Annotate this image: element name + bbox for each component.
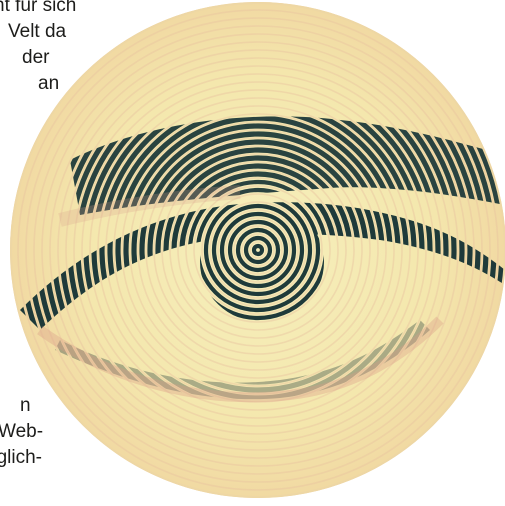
ink-ring bbox=[43, 35, 473, 465]
ink-ring bbox=[243, 235, 273, 265]
pale-ring bbox=[129, 121, 387, 379]
pale-ring bbox=[185, 177, 331, 323]
pale-ring bbox=[153, 145, 363, 355]
pale-ring bbox=[233, 225, 283, 275]
ink-ring bbox=[187, 179, 329, 321]
pale-ring bbox=[249, 241, 267, 259]
ink-ring bbox=[11, 3, 505, 497]
ink-ring bbox=[203, 195, 313, 305]
ink-ring bbox=[27, 19, 489, 481]
ink-ring bbox=[59, 51, 457, 449]
ink-ring bbox=[155, 147, 361, 353]
ink-ring bbox=[115, 107, 401, 393]
ink-ring bbox=[123, 115, 393, 385]
pale-ring bbox=[209, 201, 307, 299]
pale-ring bbox=[217, 209, 299, 291]
pale-ring bbox=[225, 217, 291, 283]
ink-ring bbox=[67, 59, 449, 441]
pale-ring bbox=[113, 105, 403, 395]
pale-ring bbox=[137, 129, 379, 371]
pale-ring bbox=[121, 113, 395, 387]
text-line-top-3: der bbox=[22, 47, 50, 68]
ink-ring bbox=[251, 243, 265, 257]
ink-ring bbox=[179, 171, 337, 329]
ink-ring bbox=[99, 91, 417, 409]
pale-ring bbox=[65, 57, 451, 443]
pale-ring bbox=[89, 81, 427, 419]
ink-ring bbox=[51, 43, 465, 457]
pale-ring bbox=[105, 97, 411, 403]
pale-ring bbox=[33, 25, 483, 475]
pale-ring bbox=[193, 185, 323, 315]
pale-ring bbox=[161, 153, 355, 347]
pale-ring bbox=[241, 233, 275, 267]
ink-ring bbox=[171, 163, 345, 337]
ink-ring bbox=[19, 11, 497, 489]
ink-ring bbox=[83, 75, 433, 425]
text-line-top-4: an bbox=[38, 73, 60, 94]
text-line-top-2: Velt da bbox=[8, 21, 67, 42]
ink-ring bbox=[227, 219, 289, 281]
ink-ring bbox=[131, 123, 385, 377]
ink-ring bbox=[107, 99, 409, 401]
ink-ring bbox=[235, 227, 281, 273]
ink-ring bbox=[139, 131, 377, 369]
pale-ring bbox=[97, 89, 419, 411]
ink-ring bbox=[91, 83, 425, 417]
pale-ring bbox=[81, 73, 435, 427]
pale-ring bbox=[73, 65, 443, 435]
pale-ring bbox=[145, 137, 371, 363]
text-line-bottom-1: n bbox=[20, 395, 31, 416]
ink-ring bbox=[35, 27, 481, 473]
text-line-bottom-3: öglich- bbox=[0, 447, 42, 468]
ink-ring bbox=[211, 203, 305, 297]
pale-ring bbox=[169, 161, 347, 339]
ink-ring bbox=[75, 67, 441, 433]
text-line-top-1: nt für sich bbox=[0, 0, 77, 16]
pale-ring bbox=[177, 169, 339, 331]
text-line-bottom-2: Web- bbox=[0, 421, 44, 442]
ink-ring bbox=[163, 155, 353, 345]
ink-ring bbox=[147, 139, 369, 361]
pale-ring bbox=[49, 41, 467, 459]
pale-ring bbox=[17, 9, 499, 491]
pale-ring bbox=[201, 193, 315, 307]
ink-ring bbox=[195, 187, 321, 313]
pale-ring bbox=[25, 17, 491, 483]
pale-ring bbox=[41, 33, 475, 467]
disc-edge bbox=[10, 2, 505, 498]
ink-ring bbox=[219, 211, 297, 289]
pale-ring bbox=[57, 49, 459, 451]
disc-background bbox=[10, 2, 505, 498]
